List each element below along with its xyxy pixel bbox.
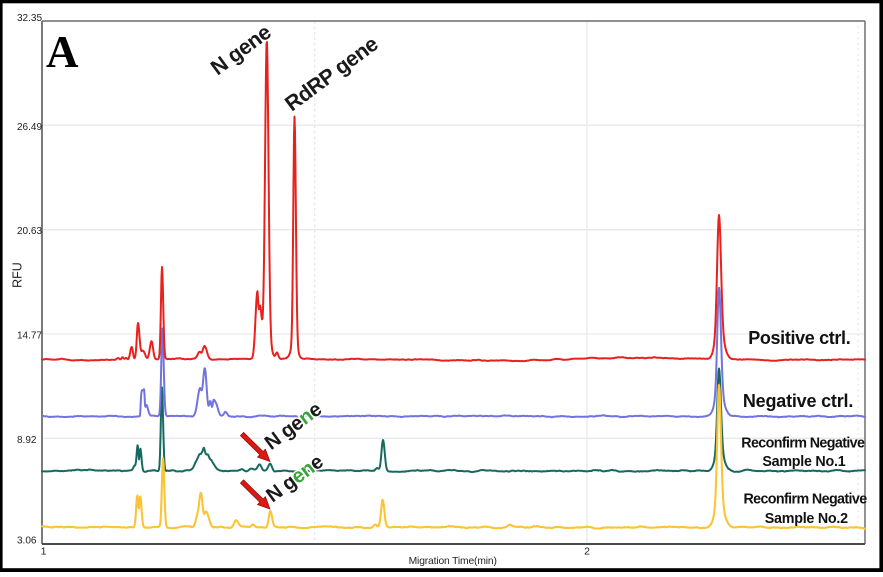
svg-text:Reconfirm Negative: Reconfirm Negative: [741, 436, 865, 452]
svg-text:8.92: 8.92: [17, 435, 37, 446]
svg-text:1: 1: [41, 546, 47, 558]
svg-text:2: 2: [584, 546, 590, 558]
svg-text:3.06: 3.06: [17, 536, 37, 547]
svg-text:20.63: 20.63: [17, 226, 42, 237]
svg-text:Positive ctrl.: Positive ctrl.: [748, 328, 850, 348]
svg-text:26.49: 26.49: [17, 122, 42, 133]
svg-text:32.35: 32.35: [17, 13, 42, 24]
svg-text:RFU: RFU: [11, 262, 25, 288]
svg-text:Sample No.1: Sample No.1: [762, 454, 845, 470]
svg-text:Reconfirm Negative: Reconfirm Negative: [743, 491, 867, 507]
svg-text:14.77: 14.77: [17, 331, 42, 342]
svg-text:Negative ctrl.: Negative ctrl.: [743, 391, 853, 411]
svg-text:Sample No.2: Sample No.2: [765, 511, 848, 527]
svg-text:Migration Time(min): Migration Time(min): [409, 556, 497, 567]
svg-text:A: A: [46, 27, 79, 77]
